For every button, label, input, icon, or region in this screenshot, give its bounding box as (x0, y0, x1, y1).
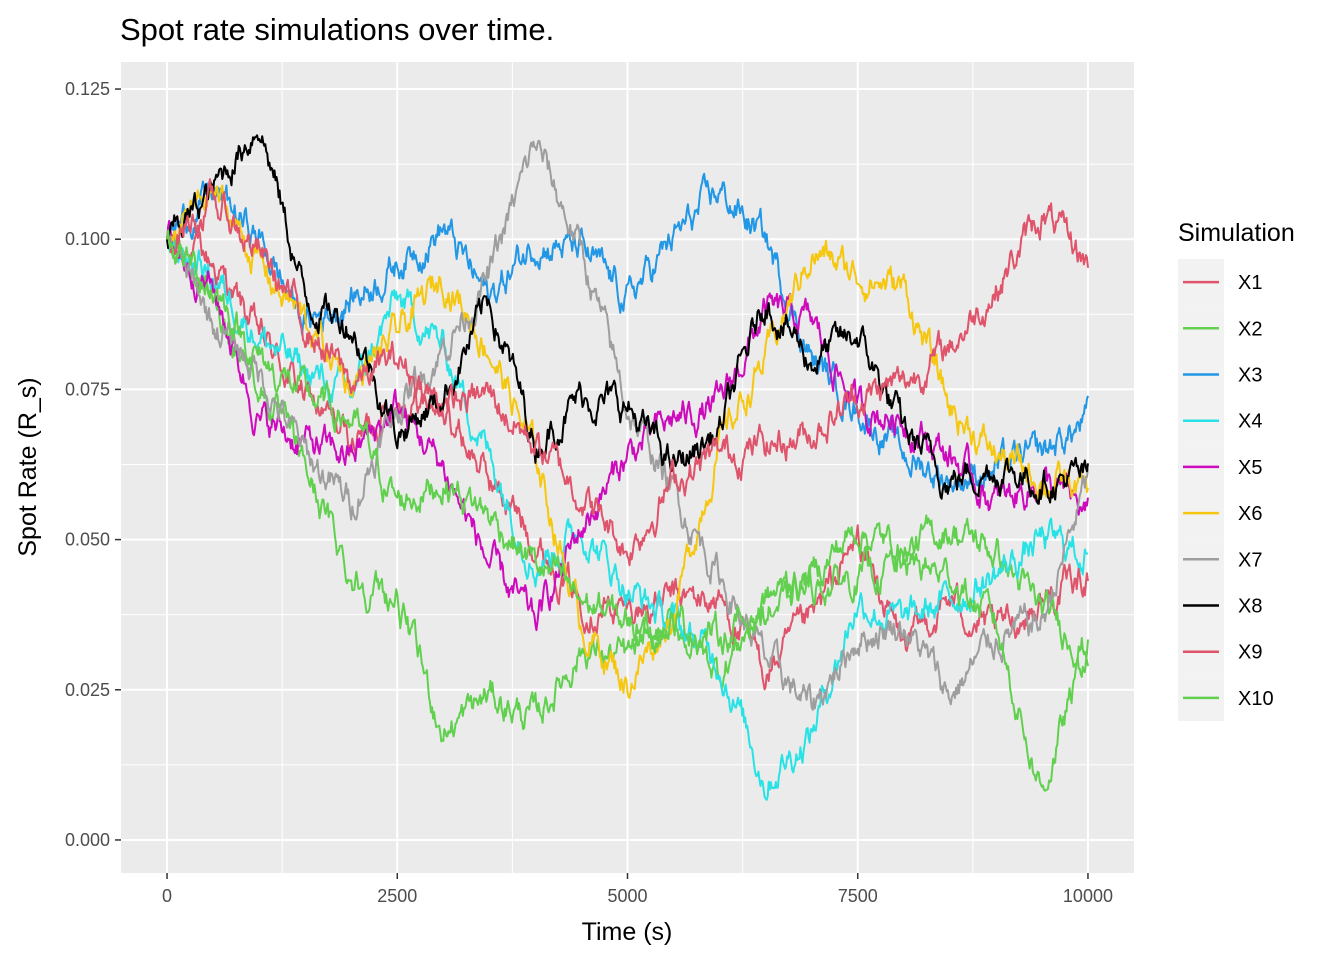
legend-label: X1 (1238, 272, 1262, 294)
y-tick-label: 0.100 (65, 229, 110, 249)
series-line-X10 (166, 229, 1089, 792)
legend-label: X8 (1238, 596, 1262, 618)
y-tick-label: 0.125 (65, 79, 110, 99)
series-line-X9 (166, 178, 1089, 567)
legend: Simulation X1 X2 X3 X4 X5 X6 X7 X8 X9 X10 (1178, 219, 1295, 721)
y-tick-label: 0.075 (65, 379, 110, 399)
x-tick-label: 2500 (377, 886, 417, 906)
legend-label: X4 (1238, 411, 1262, 433)
chart-title: Spot rate simulations over time. (120, 12, 554, 47)
series-line-X7 (166, 139, 1089, 711)
legend-label: X2 (1238, 318, 1262, 340)
x-axis: 0 2500 5000 7500 10000 (162, 873, 1113, 906)
series-line-X4 (166, 237, 1089, 801)
y-tick-label: 0.000 (65, 830, 110, 850)
y-tick-label: 0.050 (65, 530, 110, 550)
legend-label: X9 (1238, 642, 1262, 664)
legend-label: X5 (1238, 457, 1262, 479)
series-line-X2 (166, 234, 1089, 743)
x-tick-label: 0 (162, 886, 172, 906)
x-axis-title: Time (s) (582, 918, 673, 946)
legend-title: Simulation (1178, 219, 1295, 247)
series-line-X8 (166, 134, 1089, 505)
series-line-X1 (166, 227, 1089, 691)
x-tick-label: 7500 (838, 886, 878, 906)
legend-label: X7 (1238, 549, 1262, 571)
series-line-X5 (166, 219, 1089, 632)
y-axis-title: Spot Rate (R_s) (14, 377, 42, 556)
legend-label: X10 (1238, 688, 1274, 710)
y-axis: 0.000 0.025 0.050 0.075 0.100 0.125 (65, 79, 121, 850)
legend-label: X6 (1238, 503, 1262, 525)
series-layer (166, 134, 1089, 801)
series-line-X6 (166, 184, 1089, 699)
legend-label: X3 (1238, 365, 1262, 387)
y-tick-label: 0.025 (65, 680, 110, 700)
x-tick-label: 10000 (1063, 886, 1113, 906)
x-tick-label: 5000 (607, 886, 647, 906)
